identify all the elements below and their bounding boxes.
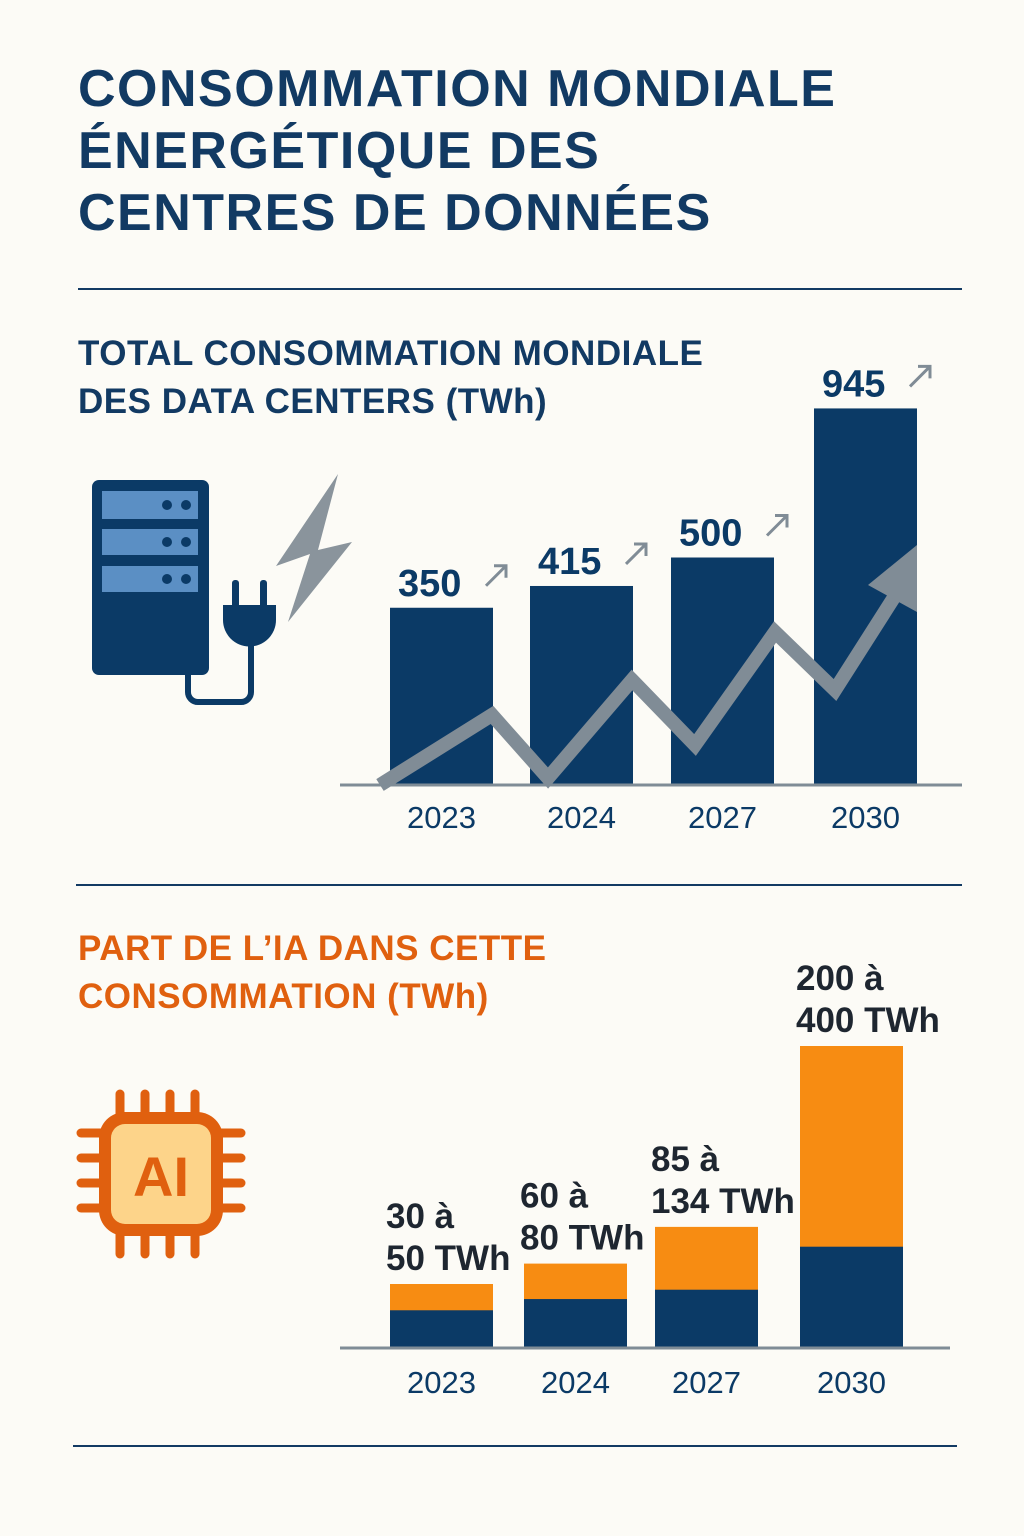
trend-arrow-icon <box>484 564 508 587</box>
value-label: 400 TWh <box>796 1001 940 1040</box>
lightning-icon <box>276 474 352 622</box>
value-label: 50 TWh <box>386 1239 510 1278</box>
value-label: 85 à <box>651 1140 720 1179</box>
divider <box>76 884 962 886</box>
bar-2023 <box>390 607 493 785</box>
x-tick-label: 2024 <box>547 800 616 835</box>
bar-2024 <box>530 585 633 785</box>
x-tick-label: 2030 <box>831 800 900 835</box>
bar-low-2024 <box>524 1299 627 1348</box>
value-label: 30 à <box>386 1197 455 1236</box>
title-line: CONSOMMATION MONDIALE <box>78 60 837 118</box>
chart-title-line: PART DE L’IA DANS CETTE <box>78 929 547 968</box>
ai-chart-title: PART DE L’IA DANS CETTE CONSOMMATION (TW… <box>78 925 546 1021</box>
value-label: 134 TWh <box>651 1182 795 1221</box>
value-label: 200 à <box>796 959 884 998</box>
value-label: 945 <box>822 363 885 405</box>
x-tick-label: 2024 <box>541 1365 610 1400</box>
bar-2027 <box>671 557 774 785</box>
ai-chip-icon: AI <box>76 1089 246 1259</box>
x-tick-label: 2023 <box>407 800 476 835</box>
server-icon <box>92 474 352 705</box>
trend-arrow-icon <box>624 542 648 566</box>
trend-arrow-icon <box>908 364 932 388</box>
bar-low-2030 <box>800 1246 903 1348</box>
trend-line <box>376 584 906 791</box>
divider <box>73 1445 957 1447</box>
x-tick-label: 2023 <box>407 1365 476 1400</box>
total-chart-title: TOTAL CONSOMMATION MONDIALE DES DATA CEN… <box>78 330 703 426</box>
x-tick-label: 2027 <box>672 1365 741 1400</box>
chart-title-line: DES DATA CENTERS (TWh) <box>78 382 548 421</box>
title-line: ÉNERGÉTIQUE DES <box>78 122 601 180</box>
x-tick-label: 2027 <box>688 800 757 835</box>
trend-arrow-icon <box>765 514 789 537</box>
svg-text:AI: AI <box>133 1145 189 1208</box>
value-label: 500 <box>679 513 742 555</box>
value-label: 60 à <box>520 1177 589 1216</box>
x-tick-label: 2030 <box>817 1365 886 1400</box>
chart-title-line: CONSOMMATION (TWh) <box>78 977 489 1016</box>
value-label: 80 TWh <box>520 1219 644 1258</box>
title-line: CENTRES DE DONNÉES <box>78 184 712 242</box>
value-label: 415 <box>538 541 601 583</box>
page-title: CONSOMMATION MONDIALE ÉNERGÉTIQUE DES CE… <box>78 58 836 244</box>
trend-arrowhead-icon <box>868 545 917 612</box>
chart-title-line: TOTAL CONSOMMATION MONDIALE <box>78 334 704 373</box>
divider <box>78 288 962 290</box>
power-plug-icon <box>185 580 276 705</box>
bar-low-2023 <box>390 1310 493 1348</box>
value-label: 350 <box>398 563 461 605</box>
bar-low-2027 <box>655 1289 758 1348</box>
